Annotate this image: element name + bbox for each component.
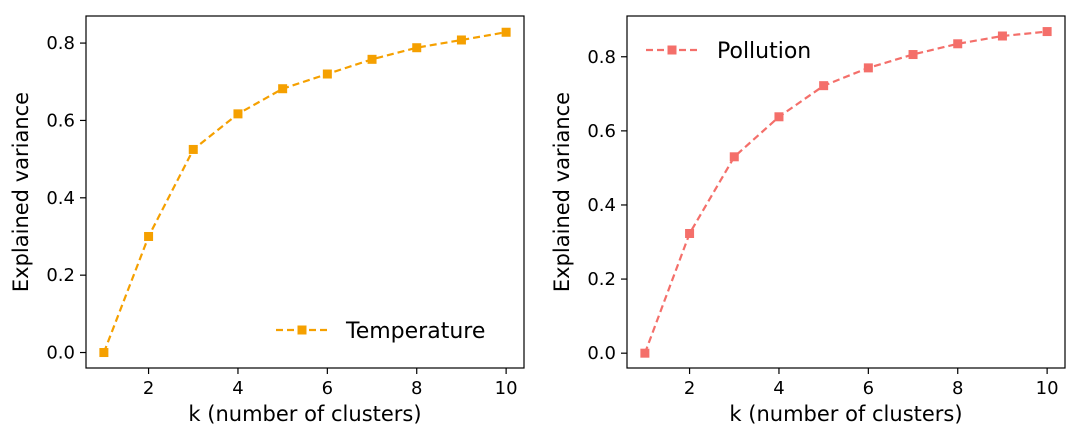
data-point <box>278 84 288 94</box>
data-point <box>908 50 918 60</box>
x-tick-label: 2 <box>143 378 154 399</box>
legend-marker <box>667 45 677 55</box>
y-tick-label: 0.4 <box>587 195 616 216</box>
x-tick-label: 2 <box>684 378 695 399</box>
y-tick-label: 0.6 <box>46 110 75 131</box>
data-point <box>99 348 109 358</box>
x-tick-label: 6 <box>322 378 333 399</box>
data-point <box>685 228 695 238</box>
x-axis-label: k (number of clusters) <box>188 402 421 426</box>
y-tick-label: 0.2 <box>587 269 616 290</box>
data-point <box>188 144 198 154</box>
data-point <box>640 348 650 358</box>
y-tick-label: 0.6 <box>587 121 616 142</box>
data-point <box>1042 27 1052 37</box>
y-axis-label: Explained variance <box>550 92 574 292</box>
y-tick-label: 0.4 <box>46 188 75 209</box>
x-tick-label: 4 <box>773 378 784 399</box>
chart-temperature: 2 4 6 8 10 0.0 0.2 0.4 0.6 0.8 k (number of cluste… <box>9 15 525 426</box>
data-point <box>367 54 377 64</box>
data-point <box>412 43 422 53</box>
y-axis-label: Explained variance <box>9 92 33 292</box>
data-point <box>233 109 243 119</box>
y-tick-label: 0.0 <box>46 343 75 364</box>
data-point <box>501 27 511 37</box>
data-point <box>774 112 784 122</box>
x-tick-label: 8 <box>952 378 963 399</box>
data-point <box>729 152 739 162</box>
y-tick-label: 0.2 <box>46 265 75 286</box>
y-tick-label: 0.8 <box>46 33 75 54</box>
data-point <box>819 81 829 91</box>
y-tick-label: 0.8 <box>587 47 616 68</box>
data-point <box>456 35 466 45</box>
x-tick-label: 8 <box>411 378 422 399</box>
legend-label: Pollution <box>717 39 811 64</box>
data-point <box>863 63 873 73</box>
x-tick-label: 10 <box>495 378 518 399</box>
y-tick-label: 0.0 <box>587 343 616 364</box>
plot-frame <box>626 15 1066 369</box>
data-point <box>997 31 1007 41</box>
legend-marker <box>297 325 307 335</box>
x-axis-label: k (number of clusters) <box>729 402 962 426</box>
x-tick-label: 4 <box>232 378 243 399</box>
x-tick-label: 6 <box>863 378 874 399</box>
legend-label: Temperature <box>345 319 485 344</box>
plot-frame <box>85 15 525 369</box>
data-point <box>953 39 963 49</box>
data-point <box>322 69 332 79</box>
chart-pollution: 2 4 6 8 10 0.0 0.2 0.4 0.6 0.8 k (number of cluste… <box>550 15 1066 426</box>
data-point <box>144 231 154 241</box>
x-tick-label: 10 <box>1036 378 1059 399</box>
series-line-temperature <box>102 31 507 353</box>
series-line-pollution <box>643 30 1048 354</box>
